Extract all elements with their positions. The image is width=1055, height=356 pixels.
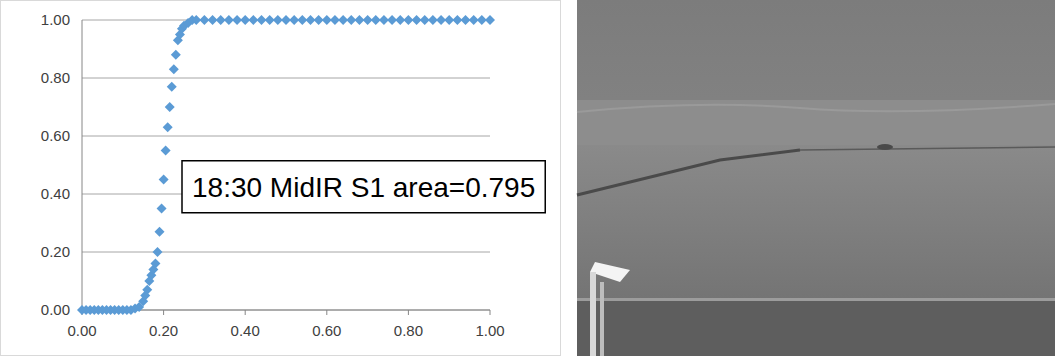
photo-ridge — [577, 104, 1055, 112]
y-tick-label: 1.00 — [41, 11, 70, 28]
photo-ground — [577, 300, 1055, 356]
data-point — [169, 64, 179, 74]
data-point — [152, 247, 162, 257]
x-tick-label: 0.20 — [149, 322, 178, 339]
y-axis — [82, 20, 83, 310]
x-tick — [163, 310, 164, 315]
y-tick-label: 0.60 — [41, 127, 70, 144]
data-point — [165, 102, 175, 112]
photo-sky — [577, 0, 1055, 356]
x-tick-label: 0.60 — [312, 322, 341, 339]
x-tick — [245, 310, 246, 315]
data-point — [163, 122, 173, 132]
photo-road — [577, 150, 800, 195]
photo-edge — [577, 298, 1055, 301]
data-point — [167, 82, 177, 92]
grid-line — [82, 136, 490, 137]
chart-frame — [1, 1, 561, 356]
x-tick — [408, 310, 409, 315]
data-point — [171, 50, 181, 60]
data-point — [155, 227, 165, 237]
x-tick-label: 0.80 — [394, 322, 423, 339]
x-tick — [326, 310, 327, 315]
photo-hills — [577, 100, 1055, 145]
annotation-text: 18:30 MidIR S1 area=0.795 — [192, 172, 535, 203]
y-tick-label: 0.80 — [41, 69, 70, 86]
x-tick-label: 1.00 — [475, 322, 504, 339]
photo-post — [590, 272, 596, 356]
data-point — [157, 204, 167, 214]
x-tick-label: 0.00 — [67, 322, 96, 339]
photo — [577, 0, 1055, 356]
y-tick-label: 0.40 — [41, 185, 70, 202]
y-tick-label: 0.00 — [41, 301, 70, 318]
figure: 0.00 0.20 0.40 0.60 0.80 1.00 0.00 0.20 0.40 0.60… — [0, 0, 1055, 356]
grid-line — [82, 310, 490, 311]
data-point — [161, 146, 171, 156]
annotation: 18:30 MidIR S1 area=0.795 — [182, 161, 545, 213]
x-tick-label: 0.40 — [231, 322, 260, 339]
grid-line — [82, 252, 490, 253]
data-point — [159, 175, 169, 185]
photo-road — [800, 147, 1055, 150]
grid-line — [82, 78, 490, 79]
y-tick-label: 0.20 — [41, 243, 70, 260]
data-point — [485, 15, 495, 25]
x-tick — [490, 310, 491, 315]
annotation-box — [182, 161, 545, 213]
photo-post — [600, 282, 604, 356]
data-point — [150, 259, 160, 269]
x-axis — [82, 310, 490, 311]
photo-field — [577, 145, 1055, 300]
data-point — [142, 285, 152, 295]
photo-spot — [877, 144, 893, 150]
